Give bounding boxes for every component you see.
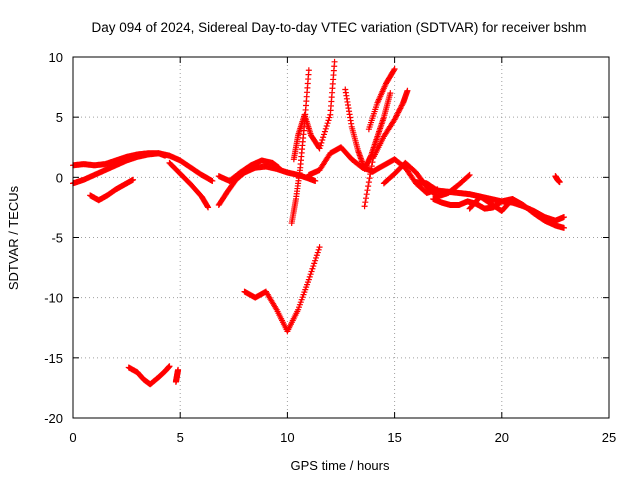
data-point-marker [365, 179, 372, 186]
data-point-marker [312, 254, 319, 261]
y-tick-label: 10 [49, 50, 63, 65]
data-point-marker [311, 260, 318, 267]
data-point-marker [509, 195, 516, 202]
series-track-d [125, 363, 173, 388]
data-point-marker [209, 177, 216, 184]
data-point-marker [318, 139, 325, 146]
y-tick-label: 0 [56, 170, 63, 185]
series-track-f [166, 159, 212, 211]
data-point-marker [321, 131, 328, 138]
series-track-m [342, 86, 394, 172]
axis-ticks [72, 56, 610, 419]
data-point-marker [368, 167, 375, 174]
series-track-j [288, 67, 312, 227]
data-point-marker [305, 67, 312, 74]
series-track-o [361, 87, 411, 210]
data-point-marker [465, 172, 472, 179]
data-point-marker [306, 273, 313, 280]
series-track-k [290, 58, 338, 163]
x-tick-label: 20 [495, 430, 509, 445]
y-tick-label: 5 [56, 110, 63, 125]
data-point-marker [404, 87, 411, 94]
data-point-marker [560, 214, 567, 221]
data-point-marker [307, 271, 314, 278]
data-point-marker [309, 265, 316, 272]
data-point-marker [556, 179, 563, 186]
tick-labels: 0 5 10 15 20 25 -20 -15 -10 -5 0 5 10 [44, 50, 616, 445]
data-point-marker [362, 199, 369, 206]
series-track-b [70, 150, 169, 187]
data-point-marker [317, 142, 324, 149]
x-tick-label: 15 [387, 430, 401, 445]
series-track-h [215, 157, 282, 184]
data-point-marker [508, 196, 515, 203]
grid [73, 57, 609, 418]
data-point-marker [308, 268, 315, 275]
data-point-marker [325, 117, 332, 124]
data-point-marker [391, 66, 398, 73]
chart-title: Day 094 of 2024, Sidereal Day-to-day VTE… [92, 20, 587, 35]
x-tick-label: 25 [602, 430, 616, 445]
data-point-marker [313, 252, 320, 259]
data-point-marker [363, 191, 370, 198]
series-track-i [241, 244, 323, 335]
data-point-marker [466, 171, 473, 178]
data-point-marker [312, 257, 319, 264]
data-point-marker [363, 195, 370, 202]
series-track-r [430, 195, 567, 231]
data-point-marker [560, 224, 567, 231]
data-point-marker [316, 244, 323, 251]
data-point-marker [315, 246, 322, 253]
data-point-marker [361, 203, 368, 210]
data-point-marker [320, 134, 327, 141]
series-track-t [552, 173, 563, 186]
x-tick-label: 5 [177, 430, 184, 445]
y-tick-label: -15 [44, 351, 63, 366]
data-points [70, 58, 567, 388]
y-tick-label: -10 [44, 291, 63, 306]
data-point-marker [162, 152, 169, 159]
data-point-marker [316, 145, 323, 152]
data-point-marker [319, 137, 326, 144]
data-point-marker [366, 175, 373, 182]
data-point-marker [305, 276, 312, 283]
data-point-marker [314, 249, 321, 256]
data-point-marker [387, 90, 394, 97]
x-tick-label: 0 [69, 430, 76, 445]
data-point-marker [390, 67, 397, 74]
data-point-marker [365, 183, 372, 190]
data-point-marker [166, 363, 173, 370]
data-point-marker [369, 159, 376, 166]
data-point-marker [322, 125, 329, 132]
data-point-marker [331, 58, 338, 65]
y-axis-label: SDTVAR / TECUs [6, 185, 21, 290]
y-tick-label: -20 [44, 411, 63, 426]
data-point-marker [367, 171, 374, 178]
data-point-marker [368, 163, 375, 170]
series-track-e [172, 366, 182, 385]
data-point-marker [205, 204, 212, 211]
x-tick-label: 10 [280, 430, 294, 445]
data-point-marker [323, 122, 330, 129]
series-track-n [365, 66, 398, 133]
y-tick-label: -5 [51, 231, 63, 246]
x-axis-label: GPS time / hours [291, 458, 390, 473]
data-point-marker [175, 366, 182, 373]
series-track-c [87, 176, 137, 204]
data-point-marker [321, 128, 328, 135]
data-point-marker [324, 120, 331, 127]
data-point-marker [364, 187, 371, 194]
series-track-s [466, 193, 516, 215]
data-point-marker [312, 177, 319, 184]
data-point-marker [310, 263, 317, 270]
data-point-marker [326, 114, 333, 121]
data-point-marker [275, 164, 282, 171]
data-point-marker [130, 176, 137, 183]
